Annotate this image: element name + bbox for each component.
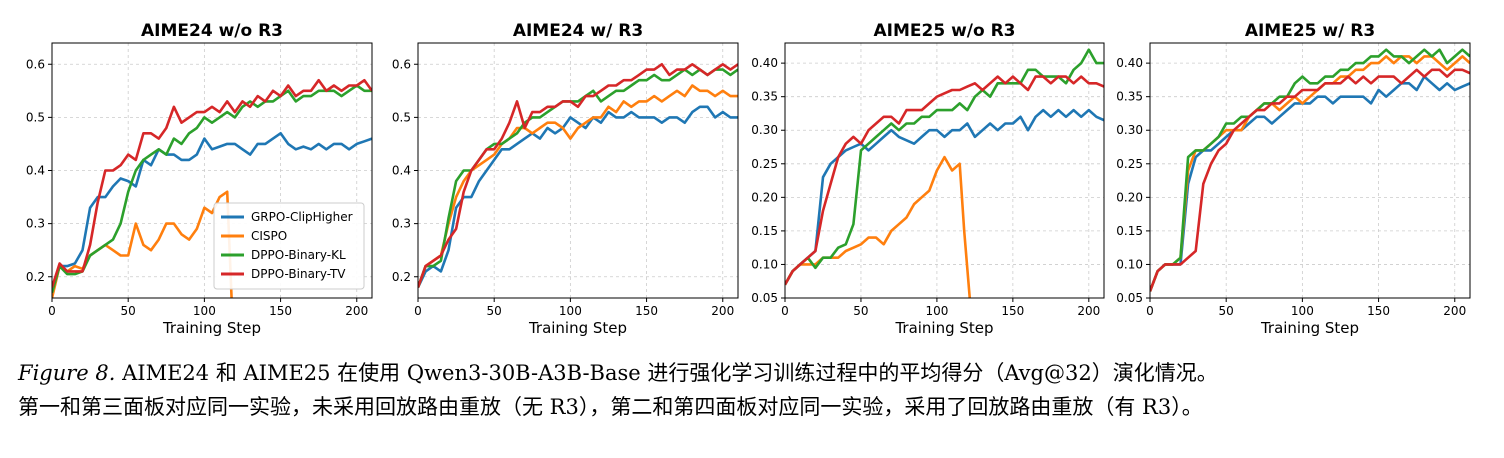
chart-title: AIME25 w/ R3 [1245, 21, 1375, 41]
series-line-grpo-cliphigher [418, 105, 738, 288]
chart-panel-4: 0 50 100 150 200 0.05 0.10 0.15 0.20 0.25 0.30 0.35… [1116, 21, 1471, 337]
x-tick-label: 50 [853, 304, 868, 318]
x-tick-label: 100 [559, 304, 582, 318]
y-tick-label: 0.3 [392, 217, 411, 231]
figure-label: Figure 8. [18, 361, 116, 385]
figure-charts: 0 50 100 150 200 0.2 0.3 0.4 0.5 0.6 AIME24 w/o R3… [26, 21, 1471, 337]
chart-title: AIME24 w/o R3 [141, 21, 283, 41]
x-tick-label: 50 [121, 304, 136, 318]
y-tick-label: 0.30 [1116, 123, 1143, 137]
chart-panel-2: 0 50 100 150 200 0.2 0.3 0.4 0.5 0.6 AIME24 w/ R3 T… [392, 21, 739, 337]
series-line-dppo-binary-tv [1150, 68, 1470, 292]
x-axis-label: Training Step [528, 319, 627, 337]
chart-title: AIME24 w/ R3 [513, 21, 643, 41]
legend: GRPO-ClipHigher CISPO DPPO-Binary-KL DPPO-B… [213, 202, 365, 290]
series-line-cispo [1150, 55, 1470, 292]
y-tick-label: 0.15 [751, 224, 778, 238]
x-tick-label: 0 [414, 304, 422, 318]
plot-frame [1149, 42, 1471, 299]
x-axis-label: Training Step [894, 319, 993, 337]
y-tick-label: 0.30 [751, 123, 778, 137]
y-tick-label: 0.2 [392, 270, 411, 284]
y-tick-label: 0.10 [1116, 257, 1143, 271]
x-tick-label: 50 [1219, 304, 1234, 318]
series-line-grpo-cliphigher [1150, 75, 1470, 292]
x-tick-label: 0 [1146, 304, 1154, 318]
x-tick-label: 100 [193, 304, 216, 318]
y-tick-label: 0.6 [26, 57, 45, 71]
series-line-dppo-binary-tv [52, 78, 372, 288]
y-tick-label: 0.10 [751, 257, 778, 271]
x-tick-label: 200 [1077, 304, 1100, 318]
plot-frame [784, 42, 1105, 299]
y-tick-label: 0.35 [1116, 90, 1143, 104]
series-line-dppo-binary-kl [52, 84, 372, 294]
series-line-dppo-binary-kl [785, 48, 1104, 286]
y-tick-label: 0.40 [751, 56, 778, 70]
legend-label: CISPO [251, 229, 287, 243]
y-tick-label: 0.5 [392, 110, 411, 124]
legend-label: GRPO-ClipHigher [251, 210, 353, 224]
y-tick-label: 0.6 [392, 57, 411, 71]
series-line-dppo-binary-tv [418, 63, 738, 288]
y-tick-label: 0.25 [751, 157, 778, 171]
series-line-dppo-binary-kl [1150, 48, 1470, 292]
y-tick-label: 0.05 [1116, 291, 1143, 305]
x-tick-label: 200 [1443, 304, 1466, 318]
legend-label: DPPO-Binary-KL [251, 248, 346, 262]
chart-panel-1: 0 50 100 150 200 0.2 0.3 0.4 0.5 0.6 AIME24 w/o R3… [26, 21, 373, 337]
y-tick-label: 0.5 [26, 110, 45, 124]
y-tick-label: 0.20 [1116, 190, 1143, 204]
x-tick-label: 150 [635, 304, 658, 318]
chart-title: AIME25 w/o R3 [873, 21, 1015, 41]
legend-box [213, 202, 365, 290]
y-tick-label: 0.2 [26, 270, 45, 284]
x-tick-label: 200 [345, 304, 368, 318]
x-tick-label: 200 [711, 304, 734, 318]
y-tick-label: 0.4 [26, 164, 45, 178]
chart-panel-3: 0 50 100 150 200 0.05 0.10 0.15 0.20 0.25 0.30 0.35… [751, 21, 1105, 337]
legend-label: DPPO-Binary-TV [251, 267, 346, 281]
x-tick-label: 0 [48, 304, 56, 318]
series-line-cispo [785, 155, 972, 298]
y-tick-label: 0.40 [1116, 56, 1143, 70]
y-tick-label: 0.35 [751, 90, 778, 104]
x-tick-label: 150 [1367, 304, 1390, 318]
caption-line-2: 第一和第三面板对应同一实验，未采用回放路由重放（无 R3），第二和第四面板对应同… [18, 395, 1203, 419]
x-axis-label: Training Step [162, 319, 261, 337]
x-tick-label: 150 [1001, 304, 1024, 318]
x-tick-label: 150 [269, 304, 292, 318]
y-tick-label: 0.3 [26, 217, 45, 231]
x-tick-label: 100 [925, 304, 948, 318]
y-tick-label: 0.20 [751, 190, 778, 204]
y-tick-label: 0.25 [1116, 157, 1143, 171]
x-tick-label: 100 [1291, 304, 1314, 318]
y-tick-label: 0.4 [392, 164, 411, 178]
series-line-grpo-cliphigher [52, 132, 372, 294]
x-axis-label: Training Step [1260, 319, 1359, 337]
y-tick-label: 0.05 [751, 291, 778, 305]
x-tick-label: 0 [781, 304, 789, 318]
caption-line-1: AIME24 和 AIME25 在使用 Qwen3-30B-A3B-Base 进… [122, 361, 1218, 385]
figure-caption: Figure 8. AIME24 和 AIME25 在使用 Qwen3-30B-… [18, 356, 1494, 424]
series-line-dppo-binary-tv [785, 75, 1104, 286]
y-tick-label: 0.15 [1116, 224, 1143, 238]
x-tick-label: 50 [487, 304, 502, 318]
series-line-cispo [52, 190, 233, 298]
